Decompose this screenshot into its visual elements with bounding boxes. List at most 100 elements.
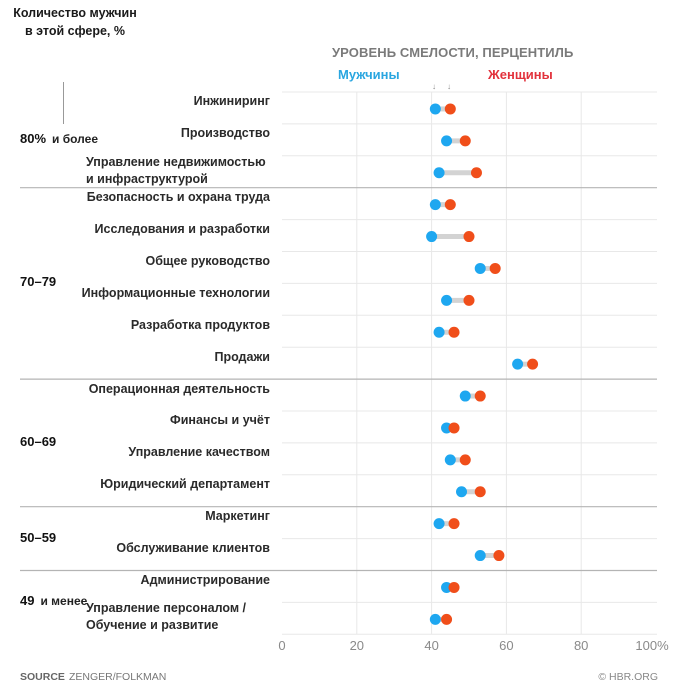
dot-women	[470, 167, 482, 179]
row-label-line: Юридический департамент	[100, 477, 270, 492]
row-label-line: Управление недвижимостью	[86, 154, 266, 169]
row-label: Маркетинг	[205, 508, 270, 525]
legend-men: Мужчины	[338, 67, 400, 82]
dot-men	[512, 358, 524, 370]
row-label-line: Маркетинг	[205, 509, 270, 524]
dot-women	[463, 294, 475, 306]
dot-men	[433, 518, 445, 530]
group-range: 49	[20, 593, 35, 609]
dot-men	[456, 486, 468, 498]
row-label-line: и инфраструктурой	[86, 171, 208, 186]
row-label: Операционная деятельность	[89, 381, 270, 398]
group-label: 80% и более	[20, 131, 98, 146]
dot-women	[474, 390, 486, 402]
dot-women	[459, 135, 471, 147]
dot-women	[448, 518, 460, 530]
y-axis-title: Количество мужчин в этой сфере, %	[0, 4, 150, 40]
x-tick-label: 20	[349, 638, 365, 653]
legend-women: Женщины	[488, 67, 553, 82]
arrow-down-icon: ↓	[432, 82, 436, 91]
credit: © HBR.ORG	[598, 671, 658, 683]
dot-women	[444, 103, 456, 115]
y-axis-title-pointer	[63, 82, 64, 124]
row-label: Безопасность и охрана труда	[87, 189, 270, 206]
dot-men	[444, 454, 456, 466]
source-label: SOURCE	[20, 671, 65, 683]
row-label: Управление качеством	[128, 444, 270, 461]
arrow-down-icon: ↓	[447, 82, 451, 91]
source-text: ZENGER/FOLKMAN	[68, 671, 167, 683]
group-label: 60–69	[20, 434, 56, 449]
dot-men	[429, 103, 441, 115]
group-label: 50–59	[20, 530, 56, 545]
group-range: 80%	[20, 130, 47, 146]
dot-women	[448, 581, 460, 593]
x-tick-label: 100%	[635, 638, 669, 653]
dot-men	[433, 167, 445, 179]
chart-title: УРОВЕНЬ СМЕЛОСТИ, ПЕРЦЕНТИЛЬ	[332, 45, 574, 60]
dot-women	[463, 231, 475, 243]
dot-men	[433, 326, 445, 338]
row-label: Информационные технологии	[82, 285, 270, 302]
group-label: 49 и менее	[20, 593, 87, 608]
dot-women	[527, 358, 539, 370]
dot-men	[429, 613, 441, 625]
dot-men	[441, 135, 453, 147]
dot-men	[474, 262, 486, 274]
row-label: Администрирование	[141, 572, 270, 589]
group-range-suffix: и менее	[40, 594, 88, 609]
dot-men	[429, 199, 441, 211]
row-label-line: Безопасность и охрана труда	[86, 190, 270, 205]
dot-men	[459, 390, 471, 402]
dot-women	[441, 613, 453, 625]
x-tick-label: 40	[424, 638, 439, 653]
row-label: Управление недвижимостью и инфраструктуро…	[86, 154, 266, 188]
dot-men	[441, 294, 453, 306]
row-label-line: Администрирование	[140, 572, 270, 587]
row-label-line: Инжиниринг	[193, 94, 270, 109]
x-tick-label: 0	[278, 638, 286, 653]
dot-women	[493, 550, 505, 562]
row-label-line: Финансы и учёт	[170, 413, 270, 428]
dot-women	[459, 454, 471, 466]
group-range: 60–69	[20, 433, 57, 449]
dot-women	[448, 422, 460, 434]
row-label-line: Управление персоналом /	[86, 601, 247, 616]
group-range: 70–79	[20, 274, 57, 290]
x-tick-label: 60	[499, 638, 514, 653]
row-label: Разработка продуктов	[131, 317, 270, 334]
row-label-line: Производство	[180, 126, 270, 141]
dot-men	[426, 231, 438, 243]
row-label: Исследования и разработки	[95, 221, 270, 238]
row-label: Управление персоналом / Обучение и развит…	[86, 600, 246, 634]
group-range: 50–59	[20, 529, 57, 545]
row-label: Обслуживание клиентов	[116, 540, 270, 557]
row-label: Продажи	[214, 349, 270, 366]
y-axis-title-line2: в этой сфере, %	[25, 24, 125, 38]
dot-women	[474, 486, 486, 498]
row-label-line: Продажи	[214, 349, 270, 364]
dot-women	[448, 326, 460, 338]
row-label-line: Операционная деятельность	[88, 381, 270, 396]
x-tick-label: 80	[573, 638, 589, 653]
row-label-line: Информационные технологии	[81, 285, 270, 300]
group-range-suffix: и более	[52, 131, 98, 146]
row-label-line: Разработка продуктов	[130, 317, 270, 332]
row-label-line: Обслуживание клиентов	[116, 541, 270, 556]
dot-women	[444, 199, 456, 211]
dot-men	[474, 550, 486, 562]
dot-women	[489, 262, 501, 274]
row-label-line: Исследования и разработки	[94, 222, 270, 237]
row-label-line: Управление качеством	[128, 445, 270, 460]
source-note: SOURCE ZENGER/FOLKMAN	[20, 671, 166, 683]
row-label-line: Обучение и развитие	[86, 618, 219, 633]
row-label-line: Общее руководство	[145, 253, 270, 268]
row-label: Производство	[181, 125, 270, 142]
y-axis-title-line1: Количество мужчин	[13, 6, 137, 20]
row-label: Инжиниринг	[194, 93, 270, 110]
row-label: Юридический департамент	[100, 476, 270, 493]
row-label: Общее руководство	[145, 253, 270, 270]
row-label: Финансы и учёт	[170, 412, 270, 429]
group-label: 70–79	[20, 274, 56, 289]
